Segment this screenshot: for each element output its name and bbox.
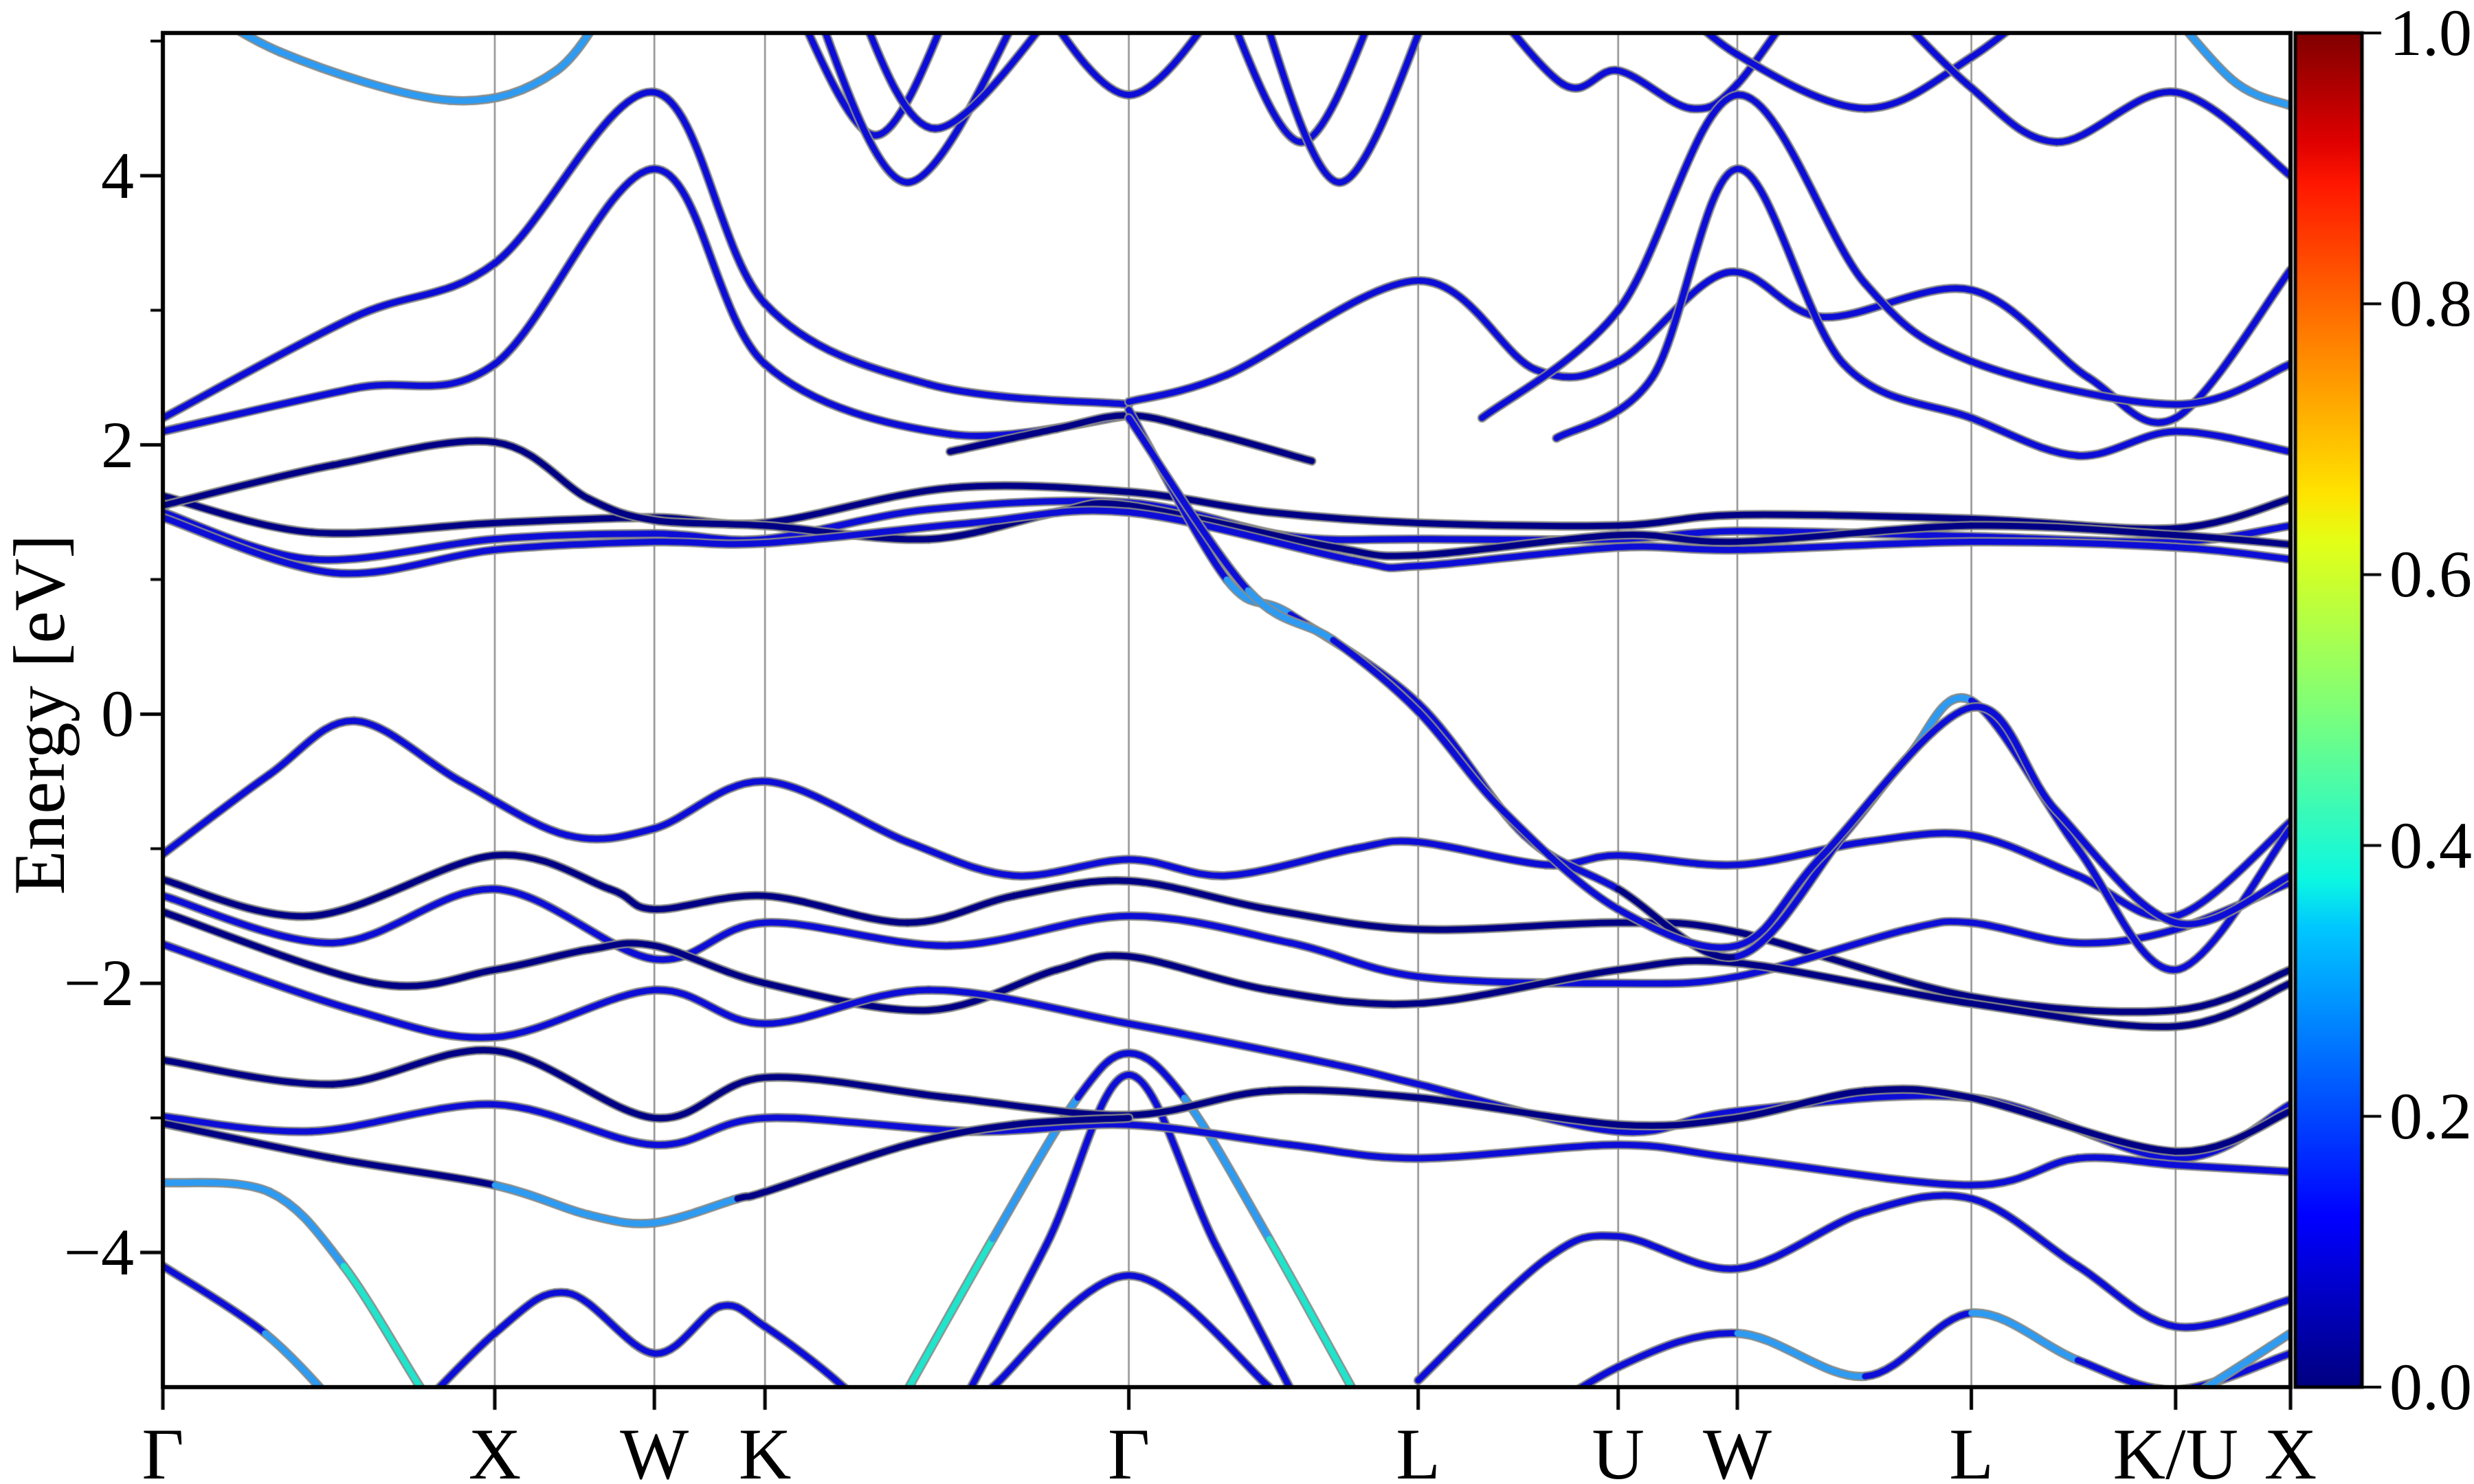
x-tick-label: X — [468, 1414, 522, 1484]
x-tick-label: W — [620, 1414, 689, 1484]
x-tick-label: L — [1396, 1414, 1440, 1484]
colorbar-tick-label: 0.6 — [2389, 537, 2472, 611]
y-tick-label: −4 — [63, 1215, 134, 1290]
y-tick-label: −2 — [63, 946, 134, 1020]
y-tick-label: 4 — [101, 138, 134, 212]
colorbar-tick-label: 1.0 — [2389, 0, 2472, 69]
y-tick-label: 2 — [101, 407, 134, 482]
x-tick-label: U — [1592, 1414, 1645, 1484]
colorbar-tick-label: 0.8 — [2389, 267, 2472, 341]
x-tick-label: W — [1703, 1414, 1772, 1484]
x-tick-label: Γ — [1107, 1414, 1150, 1484]
x-tick-label: K/U — [2113, 1414, 2239, 1484]
x-tick-label: X — [2264, 1414, 2317, 1484]
x-tick-label: K — [738, 1414, 792, 1484]
colorbar-tick-label: 0.4 — [2389, 808, 2472, 882]
colorbar-tick-label: 0.2 — [2389, 1079, 2472, 1153]
y-tick-label: 0 — [101, 677, 134, 751]
x-tick-label: Γ — [142, 1414, 184, 1484]
colorbar-tick-label: 0.0 — [2389, 1350, 2472, 1424]
x-tick-label: L — [1949, 1414, 1994, 1484]
